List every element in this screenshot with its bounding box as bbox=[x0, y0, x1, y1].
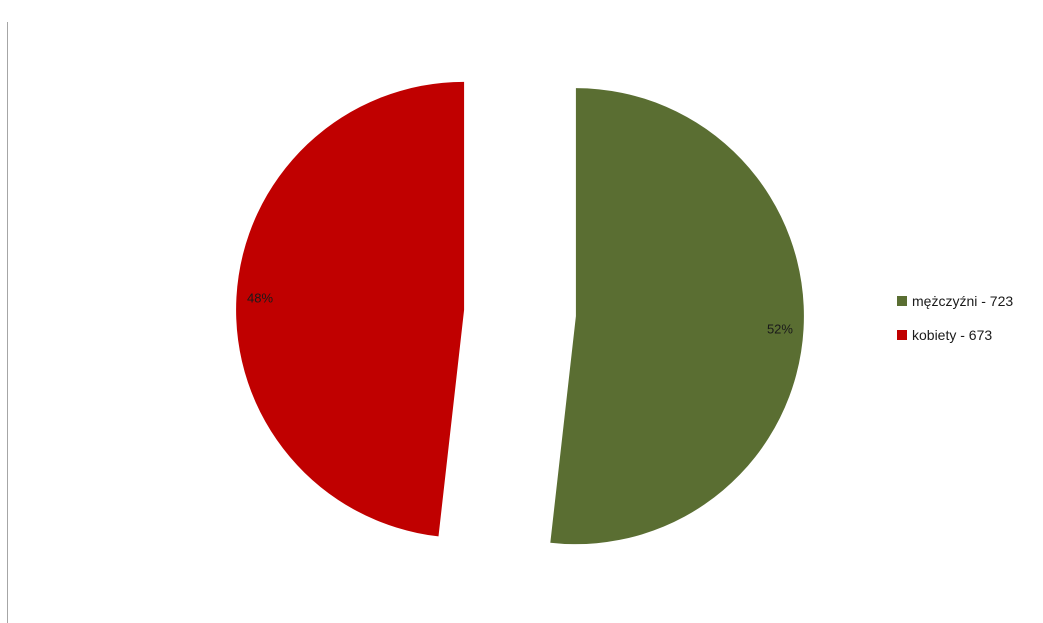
legend-entry-men: mężczyźni - 723 bbox=[897, 290, 1013, 312]
legend-swatch-women bbox=[897, 330, 907, 340]
pie-slices bbox=[236, 81, 804, 545]
pie-slice-men bbox=[550, 88, 804, 545]
legend-entry-women: kobiety - 673 bbox=[897, 324, 1013, 346]
pie-data-labels: 52% 48% bbox=[247, 290, 793, 336]
pie-slice-women bbox=[236, 81, 465, 537]
data-label-women: 48% bbox=[247, 290, 273, 305]
legend-swatch-men bbox=[897, 296, 907, 306]
chart-left-border bbox=[7, 22, 8, 623]
legend-label-women: kobiety - 673 bbox=[912, 327, 993, 343]
legend-label-men: mężczyźni - 723 bbox=[912, 293, 1014, 309]
chart-legend: mężczyźni - 723 kobiety - 673 bbox=[897, 290, 1013, 358]
data-label-men: 52% bbox=[767, 322, 793, 337]
